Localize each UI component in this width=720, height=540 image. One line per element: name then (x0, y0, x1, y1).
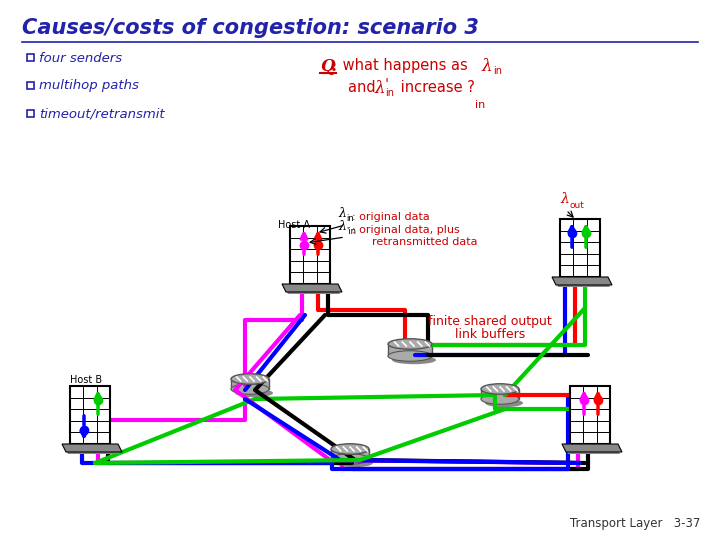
Text: :: : (330, 58, 336, 75)
Text: in: in (385, 88, 394, 98)
Bar (570, 386, 610, 444)
Polygon shape (231, 379, 269, 389)
Polygon shape (554, 279, 610, 287)
Polygon shape (64, 446, 120, 454)
Text: λ: λ (482, 58, 492, 75)
Polygon shape (62, 444, 122, 452)
Text: four senders: four senders (39, 51, 122, 64)
Polygon shape (552, 277, 612, 285)
Text: out: out (570, 201, 585, 210)
Text: ': ' (385, 78, 389, 92)
Text: retransmitted data: retransmitted data (372, 237, 477, 247)
Text: λ: λ (338, 207, 346, 220)
Text: Transport Layer   3-37: Transport Layer 3-37 (570, 517, 700, 530)
Bar (27, 82, 34, 89)
Bar (27, 110, 34, 117)
Ellipse shape (235, 389, 273, 397)
Text: in: in (493, 66, 502, 76)
Text: λ: λ (560, 192, 569, 206)
Ellipse shape (388, 351, 432, 361)
Ellipse shape (331, 444, 369, 454)
Ellipse shape (392, 356, 436, 364)
Ellipse shape (481, 384, 519, 394)
Text: increase ?: increase ? (396, 80, 475, 95)
Bar (290, 226, 330, 284)
Text: Q: Q (320, 58, 335, 75)
Text: what happens as: what happens as (338, 58, 472, 73)
Polygon shape (564, 446, 620, 454)
Text: in: in (475, 100, 485, 110)
Text: finite shared output: finite shared output (428, 315, 552, 328)
Bar (27, 54, 34, 61)
Text: in: in (346, 214, 354, 223)
Text: 'in: 'in (346, 227, 356, 236)
Text: multihop paths: multihop paths (39, 79, 139, 92)
Text: link buffers: link buffers (455, 328, 525, 341)
Text: λ: λ (338, 220, 346, 233)
Polygon shape (331, 449, 369, 459)
Ellipse shape (231, 384, 269, 394)
Ellipse shape (231, 374, 269, 384)
Text: Host A: Host A (278, 220, 310, 230)
Polygon shape (481, 389, 519, 399)
Bar (70, 386, 110, 444)
Text: : original data: : original data (352, 212, 430, 222)
Ellipse shape (388, 339, 432, 349)
Text: λ: λ (375, 80, 385, 97)
Text: : original data, plus: : original data, plus (352, 225, 460, 235)
Polygon shape (282, 284, 342, 292)
Ellipse shape (485, 399, 523, 407)
Bar (560, 219, 600, 277)
Text: Causes/costs of congestion: scenario 3: Causes/costs of congestion: scenario 3 (22, 18, 479, 38)
Text: Host B: Host B (70, 375, 102, 385)
Ellipse shape (331, 454, 369, 464)
Text: and: and (348, 80, 380, 95)
Ellipse shape (481, 394, 519, 404)
Polygon shape (562, 444, 622, 452)
Polygon shape (284, 286, 340, 294)
Ellipse shape (335, 459, 373, 467)
Polygon shape (388, 344, 432, 356)
Text: timeout/retransmit: timeout/retransmit (39, 107, 165, 120)
